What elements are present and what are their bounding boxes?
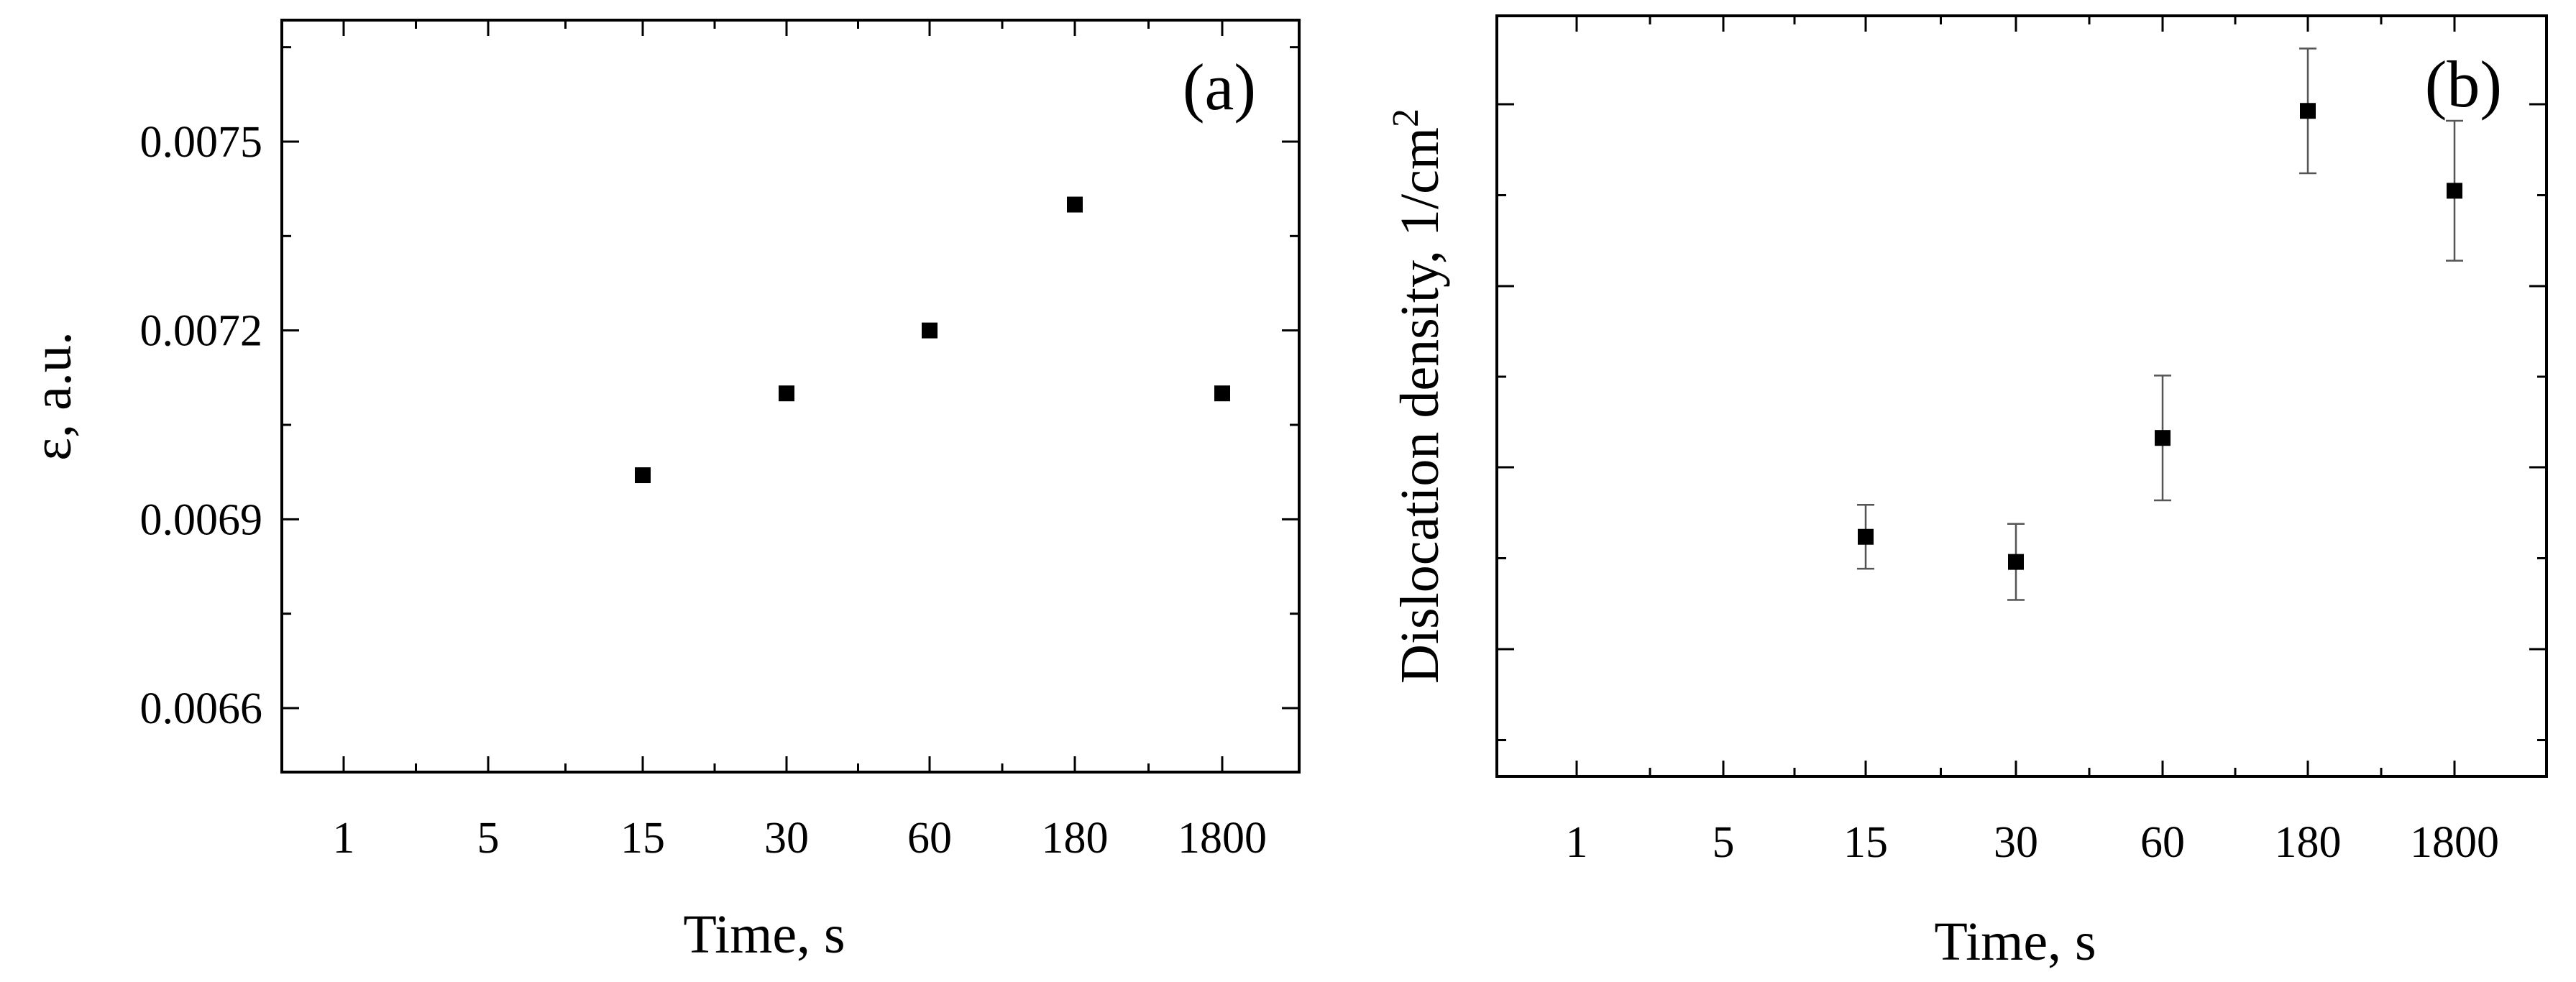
y-tick-label: 0.0075 (140, 118, 263, 167)
y-ticks-a: 0.0066 0.0069 0.0072 0.0075 (140, 46, 1299, 733)
x-tick-label: 5 (1713, 818, 1735, 867)
data-point (635, 467, 651, 484)
x-tick-label: 1 (1566, 818, 1588, 867)
data-point (2300, 103, 2316, 119)
y-axis-label-b: Dislocation density, 1/cm2 (1385, 109, 1451, 684)
x-tick-label: 180 (2275, 818, 2342, 867)
x-ticks-b: 1 5 15 30 60 180 1800 (1566, 16, 2499, 867)
x-ticks-a: 1 5 15 30 60 180 1800 (333, 20, 1267, 863)
x-tick-label: 1 (333, 814, 355, 863)
data-point (1858, 528, 1874, 545)
data-point (779, 385, 794, 402)
data-point (2008, 554, 2024, 570)
y-tick-label: 0.0066 (140, 684, 263, 733)
chart-panel-a: 1 5 15 30 60 180 1800 0.00660.00690.00720.0075… (22, 19, 1301, 965)
y-tick-label: 0.0072 (140, 307, 263, 356)
data-point (1214, 385, 1230, 402)
panel-label-b: (b) (2425, 47, 2502, 121)
x-tick-label: 180 (1042, 814, 1109, 863)
x-tick-label: 30 (1994, 818, 2038, 867)
y-tick-label: 0.0069 (140, 495, 263, 544)
points-a (635, 196, 1230, 484)
y-axis-label-b-superscript: 2 (1385, 109, 1426, 127)
y-axis-label-a: ε, a.u. (22, 331, 83, 461)
x-tick-label: 15 (1843, 818, 1888, 867)
x-tick-label: 5 (477, 814, 500, 863)
x-axis-label-a: Time, s (683, 904, 845, 965)
x-tick-label: 15 (620, 814, 665, 863)
plot-frame-a (280, 19, 1301, 774)
data-point (922, 322, 938, 339)
x-tick-label: 60 (907, 814, 952, 863)
x-tick-label: 1800 (1178, 814, 1267, 863)
data-point (2447, 183, 2462, 199)
plot-frame-b (1495, 14, 2548, 778)
chart-panel-b: 1 5 15 30 60 180 1800 (b) Time, s Dislocation … (1385, 14, 2548, 972)
y-ticks-b (1497, 103, 2547, 741)
x-tick-label: 30 (764, 814, 809, 863)
x-tick-label: 60 (2140, 818, 2185, 867)
x-axis-label-b: Time, s (1934, 912, 2096, 972)
data-point (1067, 196, 1083, 213)
data-point (2155, 430, 2171, 446)
x-tick-label: 1800 (2410, 818, 2499, 867)
points-b (1857, 47, 2463, 601)
y-axis-label-b-text: Dislocation density, 1/cm (1390, 127, 1450, 684)
panel-label-a: (a) (1183, 50, 1256, 124)
